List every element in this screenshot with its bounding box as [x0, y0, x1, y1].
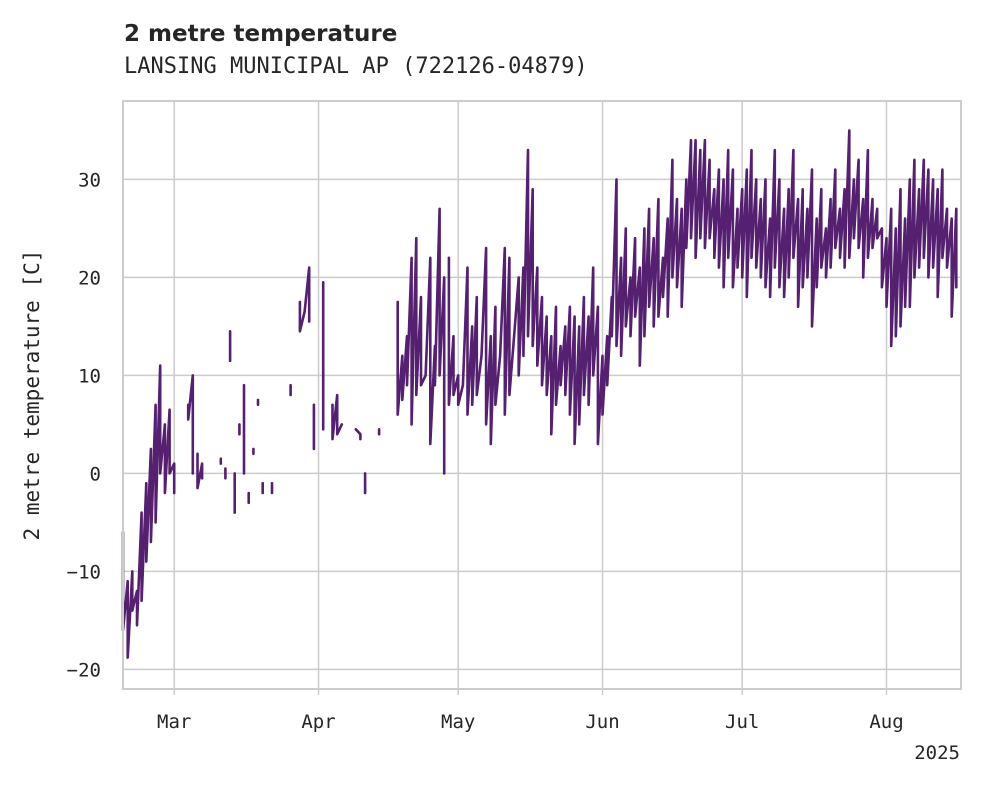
x-tick-label: Mar	[157, 711, 191, 733]
x-tick-label: Jul	[725, 711, 759, 733]
y-tick-label: −20	[67, 659, 101, 681]
y-tick-label: 10	[78, 365, 101, 387]
series-line-segment	[354, 427, 362, 441]
y-tick-label: −10	[67, 561, 101, 583]
axis-ticks: −20 −10 0 10 20 30 Mar Apr May Jun Jul Aug	[67, 169, 904, 733]
chart-title: 2 metre temperature	[124, 21, 397, 47]
x-tick-label: May	[441, 711, 475, 733]
series-line-segment	[396, 207, 446, 475]
y-tick-label: 30	[78, 169, 101, 191]
x-tick-label: Apr	[301, 711, 335, 733]
y-axis-label: 2 metre temperature [C]	[20, 250, 44, 541]
series-line-segment	[121, 364, 176, 659]
plot-frame	[122, 100, 962, 690]
series-line-segment	[447, 129, 958, 446]
y-tick-label: 0	[90, 463, 101, 485]
x-axis-year-label: 2025	[914, 742, 960, 764]
x-tick-label: Jun	[585, 711, 619, 733]
series-line-segment	[331, 393, 344, 441]
y-tick-label: 20	[78, 267, 101, 289]
series-line-segment	[196, 452, 204, 490]
series-line-segment	[298, 266, 311, 333]
x-tick-label: Aug	[869, 711, 903, 733]
chart-subtitle: LANSING MUNICIPAL AP (722126-04879)	[124, 54, 588, 79]
series-line-segment	[186, 374, 195, 475]
temperature-series	[121, 129, 958, 659]
